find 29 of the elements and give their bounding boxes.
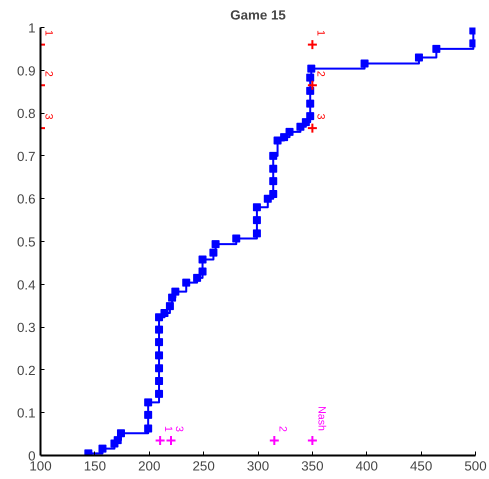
x-tick-label: 250	[192, 458, 215, 474]
y-tick-label: 0.8	[16, 106, 36, 122]
annotation: 1	[42, 30, 54, 36]
annotation: 2	[42, 70, 54, 77]
x-tick-label: 500	[464, 458, 487, 474]
y-tick-label: 1	[28, 20, 36, 36]
y-tick-label: 0.5	[16, 234, 36, 250]
y-tick-label: 0.3	[16, 320, 36, 336]
y-tick-label: 0.6	[16, 192, 36, 207]
annotation: 3	[173, 426, 185, 432]
x-tick-label: 450	[410, 458, 432, 474]
chart-title: Game 15	[230, 8, 286, 22]
x-tick-label: 150	[84, 458, 106, 474]
x-tick-label: 200	[138, 458, 160, 474]
y-tick-label: 0.2	[16, 362, 36, 378]
annotation: 2	[314, 70, 326, 77]
annotation: 3	[42, 114, 54, 120]
annotation: Nash	[315, 406, 328, 432]
annotation: 2	[276, 426, 288, 432]
annotation: 3	[314, 114, 326, 120]
y-tick-label: 0.9	[16, 63, 36, 78]
x-tick-label: 300	[246, 458, 270, 474]
x-tick-label: 350	[301, 458, 324, 474]
annotation: 1	[314, 30, 326, 36]
annotation: 1	[162, 426, 174, 432]
x-tick-label: 400	[356, 458, 378, 474]
y-tick-label: 0.4	[16, 277, 36, 292]
y-tick-label: 0.7	[16, 148, 36, 164]
y-tick-label: 0.1	[16, 406, 36, 421]
